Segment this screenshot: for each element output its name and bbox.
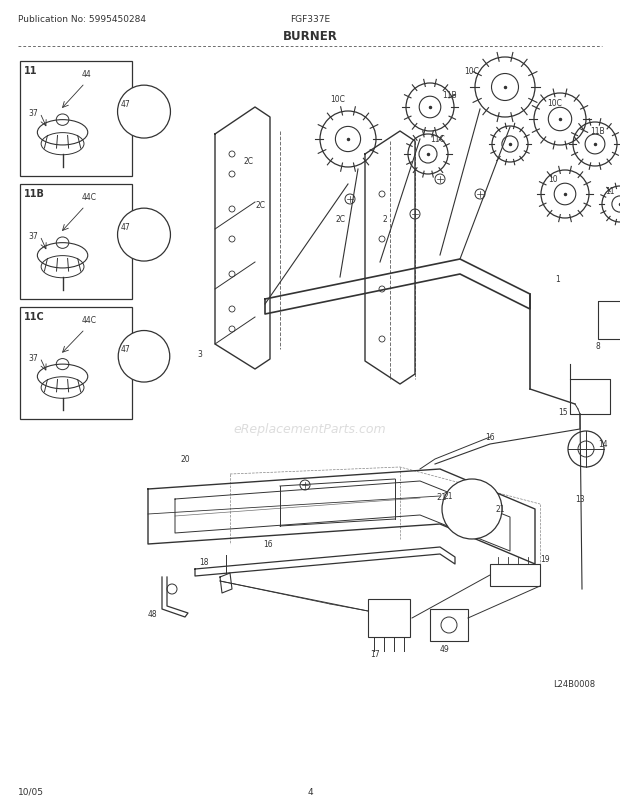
Text: 20: 20 bbox=[180, 455, 190, 464]
Text: 11B: 11B bbox=[591, 128, 605, 136]
Text: 15: 15 bbox=[558, 407, 568, 416]
Text: 16: 16 bbox=[263, 540, 273, 549]
Bar bbox=[20, 184, 132, 300]
Text: 21: 21 bbox=[443, 492, 453, 501]
Text: 47: 47 bbox=[120, 223, 130, 232]
Text: 21: 21 bbox=[436, 493, 446, 502]
Circle shape bbox=[118, 86, 170, 139]
Text: 44C: 44C bbox=[82, 316, 97, 325]
Text: eReplacementParts.com: eReplacementParts.com bbox=[234, 423, 386, 436]
Text: 10C: 10C bbox=[464, 67, 479, 76]
Bar bbox=[430, 610, 468, 642]
Text: 37: 37 bbox=[28, 354, 38, 363]
Text: 13: 13 bbox=[575, 495, 585, 504]
Text: 17: 17 bbox=[370, 650, 380, 658]
Text: L24B0008: L24B0008 bbox=[553, 679, 595, 688]
Text: 8: 8 bbox=[596, 342, 601, 350]
Text: Publication No: 5995450284: Publication No: 5995450284 bbox=[18, 15, 146, 24]
Text: 48: 48 bbox=[147, 610, 157, 618]
Text: 3: 3 bbox=[198, 350, 203, 359]
Text: 47: 47 bbox=[121, 345, 131, 354]
Text: 2: 2 bbox=[383, 215, 388, 225]
Text: 2C: 2C bbox=[243, 157, 253, 166]
Text: 16: 16 bbox=[485, 433, 495, 442]
Text: 10C: 10C bbox=[547, 99, 562, 107]
Bar bbox=[20, 308, 132, 419]
Text: 2C: 2C bbox=[335, 215, 345, 225]
Text: 14: 14 bbox=[598, 440, 608, 449]
Text: FGF337E: FGF337E bbox=[290, 15, 330, 24]
Text: 21: 21 bbox=[496, 505, 505, 514]
Text: 37: 37 bbox=[28, 232, 38, 241]
Bar bbox=[368, 599, 410, 638]
Text: 11: 11 bbox=[24, 66, 37, 76]
Bar bbox=[490, 565, 540, 586]
Circle shape bbox=[118, 209, 170, 261]
Text: 10C: 10C bbox=[330, 95, 345, 104]
Text: 11: 11 bbox=[605, 187, 615, 196]
Text: 49: 49 bbox=[440, 645, 450, 654]
Text: 47: 47 bbox=[120, 100, 130, 109]
Text: BURNER: BURNER bbox=[283, 30, 337, 43]
Bar bbox=[20, 62, 132, 176]
Text: 44: 44 bbox=[82, 70, 91, 79]
Circle shape bbox=[442, 480, 502, 539]
Text: 18: 18 bbox=[199, 558, 209, 567]
Text: 11B: 11B bbox=[443, 91, 458, 99]
Text: 44C: 44C bbox=[82, 192, 97, 202]
Text: 1: 1 bbox=[556, 275, 560, 284]
Text: 11C: 11C bbox=[24, 312, 45, 322]
Text: 11B: 11B bbox=[24, 188, 45, 199]
Text: 11C: 11C bbox=[431, 136, 445, 144]
Text: 4: 4 bbox=[307, 787, 313, 796]
Text: 10: 10 bbox=[548, 176, 558, 184]
Text: 37: 37 bbox=[28, 109, 38, 118]
Text: 2C: 2C bbox=[255, 200, 265, 209]
Bar bbox=[598, 302, 620, 339]
Text: 10/05: 10/05 bbox=[18, 787, 44, 796]
Text: 19: 19 bbox=[540, 555, 550, 564]
Circle shape bbox=[118, 331, 170, 383]
